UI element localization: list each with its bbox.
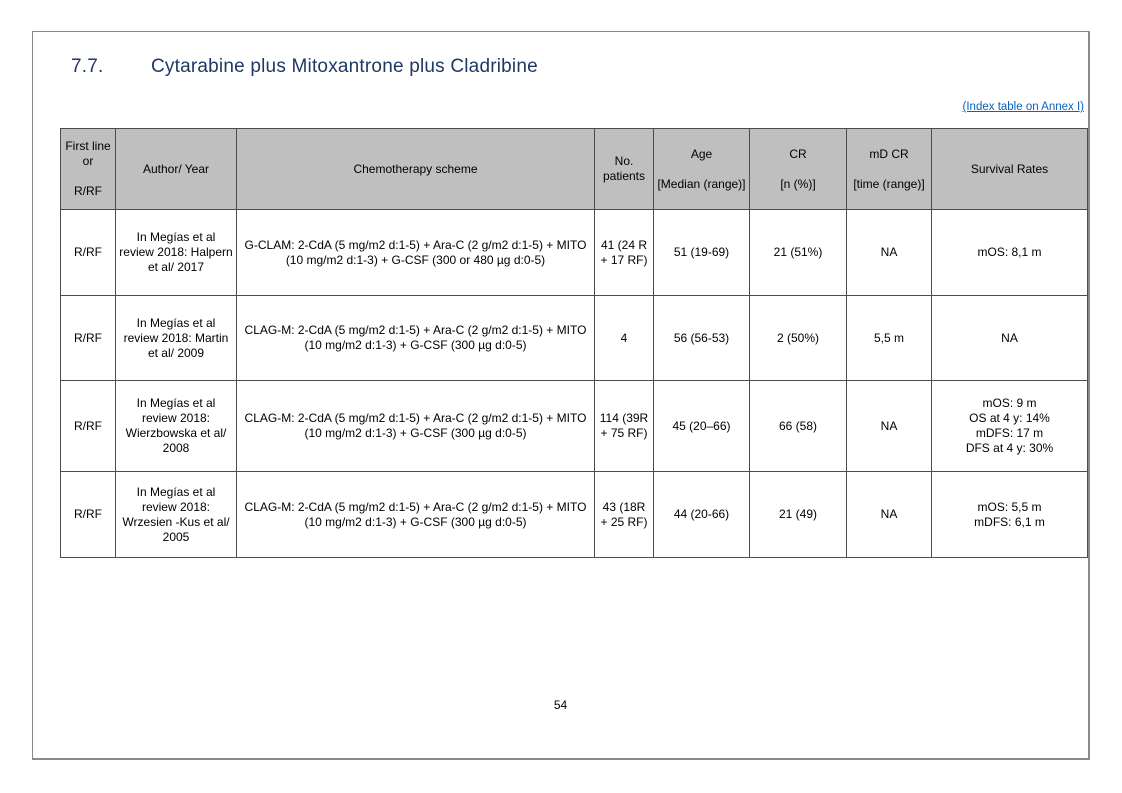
section-title: Cytarabine plus Mitoxantrone plus Cladri…	[151, 56, 538, 77]
cell-md-cr: 5,5 m	[846, 295, 932, 381]
cell-age: 44 (20-66)	[653, 471, 750, 558]
cell-survival-rates: mOS: 9 m OS at 4 y: 14% mDFS: 17 m DFS a…	[931, 380, 1088, 472]
cell-age: 51 (19-69)	[653, 209, 750, 296]
section-number: 7.7.	[71, 56, 104, 77]
cell-first-line: R/RF	[60, 209, 116, 296]
cell-md-cr: NA	[846, 380, 932, 472]
cell-survival-rates: NA	[931, 295, 1088, 381]
cell-author-year: In Megías et al review 2018: Wierzbowska…	[115, 380, 237, 472]
table-row: R/RF In Megías et al review 2018: Martin…	[60, 295, 1088, 381]
cell-author-year: In Megías et al review 2018: Halpern et …	[115, 209, 237, 296]
cell-no-patients: 4	[594, 295, 654, 381]
table-row: R/RF In Megías et al review 2018: Halper…	[60, 209, 1088, 296]
cell-age: 56 (56-53)	[653, 295, 750, 381]
cell-cr: 66 (58)	[749, 380, 847, 472]
section-heading: 7.7. Cytarabine plus Mitoxantrone plus C…	[71, 56, 538, 78]
index-table-link[interactable]: (Index table on Annex I)	[962, 101, 1084, 113]
page-number: 54	[553, 698, 568, 712]
cell-md-cr: NA	[846, 209, 932, 296]
cell-no-patients: 114 (39R + 75 RF)	[594, 380, 654, 472]
cell-first-line: R/RF	[60, 295, 116, 381]
cell-age: 45 (20–66)	[653, 380, 750, 472]
cell-chemotherapy-scheme: G-CLAM: 2-CdA (5 mg/m2 d:1-5) + Ara-C (2…	[236, 209, 595, 296]
document-page: 7.7. Cytarabine plus Mitoxantrone plus C…	[32, 31, 1090, 760]
cell-chemotherapy-scheme: CLAG-M: 2-CdA (5 mg/m2 d:1-5) + Ara-C (2…	[236, 380, 595, 472]
cell-first-line: R/RF	[60, 380, 116, 472]
cell-md-cr: NA	[846, 471, 932, 558]
cell-cr: 21 (49)	[749, 471, 847, 558]
cell-survival-rates: mOS: 5,5 m mDFS: 6,1 m	[931, 471, 1088, 558]
cell-no-patients: 43 (18R + 25 RF)	[594, 471, 654, 558]
table-row: R/RF In Megías et al review 2018: Wrzesi…	[60, 471, 1088, 558]
col-header-age: Age [Median (range)]	[653, 128, 750, 210]
col-header-chemotherapy-scheme: Chemotherapy scheme	[236, 128, 595, 210]
table-header-row: First line or R/RF Author/ Year Chemothe…	[60, 128, 1088, 210]
cell-chemotherapy-scheme: CLAG-M: 2-CdA (5 mg/m2 d:1-5) + Ara-C (2…	[236, 471, 595, 558]
col-header-cr: CR [n (%)]	[749, 128, 847, 210]
col-header-author-year: Author/ Year	[115, 128, 237, 210]
cell-first-line: R/RF	[60, 471, 116, 558]
table-row: R/RF In Megías et al review 2018: Wierzb…	[60, 380, 1088, 472]
col-header-md-cr: mD CR [time (range)]	[846, 128, 932, 210]
results-table: First line or R/RF Author/ Year Chemothe…	[60, 128, 1088, 558]
cell-cr: 21 (51%)	[749, 209, 847, 296]
cell-survival-rates: mOS: 8,1 m	[931, 209, 1088, 296]
cell-cr: 2 (50%)	[749, 295, 847, 381]
col-header-no-patients: No. patients	[594, 128, 654, 210]
cell-author-year: In Megías et al review 2018: Wrzesien -K…	[115, 471, 237, 558]
cell-no-patients: 41 (24 R + 17 RF)	[594, 209, 654, 296]
cell-author-year: In Megías et al review 2018: Martin et a…	[115, 295, 237, 381]
col-header-survival-rates: Survival Rates	[931, 128, 1088, 210]
index-link-wrap: (Index table on Annex I)	[963, 101, 1084, 113]
col-header-first-line: First line or R/RF	[60, 128, 116, 210]
cell-chemotherapy-scheme: CLAG-M: 2-CdA (5 mg/m2 d:1-5) + Ara-C (2…	[236, 295, 595, 381]
